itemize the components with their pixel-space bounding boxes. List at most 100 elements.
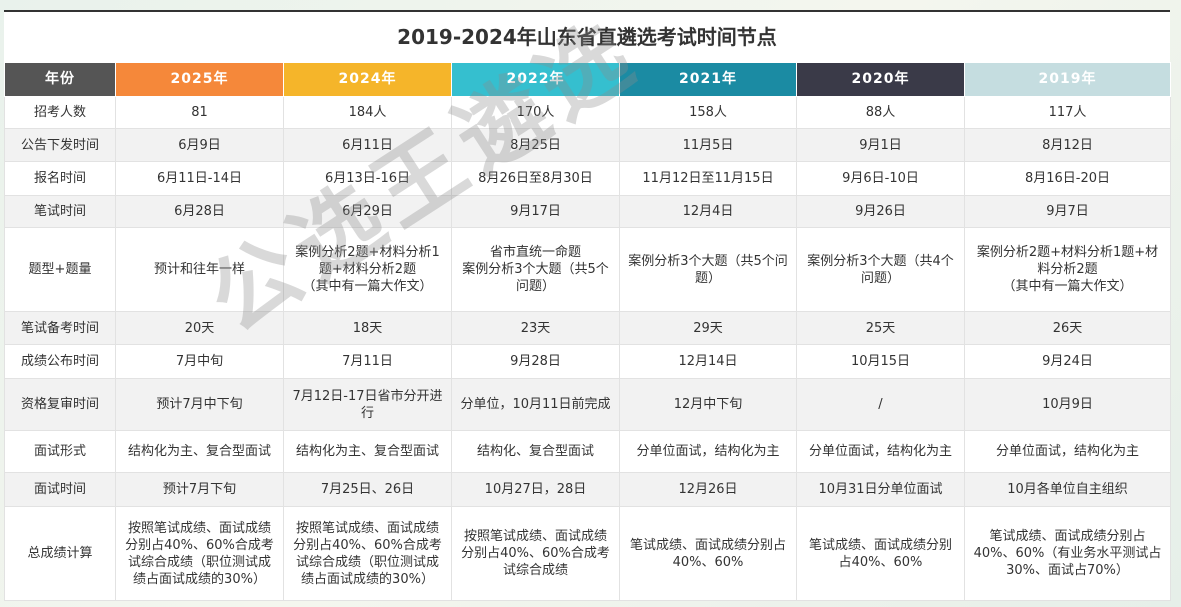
table-cell: 6月11日-14日 — [115, 161, 284, 196]
table-cell: 案例分析2题+材料分析1题+材料分析2题 （其中有一篇大作文） — [964, 227, 1171, 312]
table-row: 笔试时间 6月28日 6月29日 9月17日 12月4日 9月26日 9月7日 — [4, 195, 1171, 228]
table-cell: 23天 — [451, 311, 620, 345]
header-cell: 年份 — [4, 62, 116, 97]
row-label: 笔试时间 — [4, 195, 116, 228]
table-cell: 笔试成绩、面试成绩分别占40%、60% — [619, 506, 797, 601]
table-cell: 按照笔试成绩、面试成绩分别占40%、60%合成考试综合成绩（职位测试成绩占面试成… — [283, 506, 452, 601]
table-row: 公告下发时间 6月9日 6月11日 8月25日 11月5日 9月1日 8月12日 — [4, 128, 1171, 162]
table-cell: 81 — [115, 96, 284, 129]
table-cell: 184人 — [283, 96, 452, 129]
table-cell: 12月26日 — [619, 472, 797, 507]
header-cell: 2021年 — [619, 62, 797, 97]
table-cell: 6月13日-16日 — [283, 161, 452, 196]
table-row: 笔试备考时间 20天 18天 23天 29天 25天 26天 — [4, 311, 1171, 345]
row-label: 报名时间 — [4, 161, 116, 196]
row-label: 招考人数 — [4, 96, 116, 129]
table-cell: 10月9日 — [964, 378, 1171, 431]
table-cell: 9月7日 — [964, 195, 1171, 228]
table-cell: 分单位面试，结构化为主 — [964, 430, 1171, 473]
table-cell: 9月28日 — [451, 344, 620, 379]
table-cell: 9月17日 — [451, 195, 620, 228]
table-cell: 20天 — [115, 311, 284, 345]
row-label: 资格复审时间 — [4, 378, 116, 431]
table-cell: 6月29日 — [283, 195, 452, 228]
table-cell: 8月12日 — [964, 128, 1171, 162]
table-cell: 预计7月下旬 — [115, 472, 284, 507]
header-row: 年份 2025年 2024年 2022年 2021年 2020年 2019年 — [4, 62, 1171, 97]
table-cell: 笔试成绩、面试成绩分别占40%、60% — [796, 506, 965, 601]
table-cell: 10月31日分单位面试 — [796, 472, 965, 507]
row-label: 题型+题量 — [4, 227, 116, 312]
table-cell: 12月4日 — [619, 195, 797, 228]
row-label: 公告下发时间 — [4, 128, 116, 162]
row-label: 面试时间 — [4, 472, 116, 507]
header-cell: 2019年 — [964, 62, 1171, 97]
table-cell: 7月11日 — [283, 344, 452, 379]
table-cell: 10月15日 — [796, 344, 965, 379]
row-label: 总成绩计算 — [4, 506, 116, 601]
table-cell: 分单位面试，结构化为主 — [619, 430, 797, 473]
table-cell: 18天 — [283, 311, 452, 345]
table-cell: 88人 — [796, 96, 965, 129]
table-cell: 6月28日 — [115, 195, 284, 228]
table-cell: 158人 — [619, 96, 797, 129]
table-cell: 案例分析3个大题（共4个问题） — [796, 227, 965, 312]
row-label: 成绩公布时间 — [4, 344, 116, 379]
table-cell: 26天 — [964, 311, 1171, 345]
table-cell: 9月1日 — [796, 128, 965, 162]
table-cell: 9月26日 — [796, 195, 965, 228]
table-row: 成绩公布时间 7月中旬 7月11日 9月28日 12月14日 10月15日 9月24日 — [4, 344, 1171, 379]
row-label: 面试形式 — [4, 430, 116, 473]
table-title: 2019-2024年山东省直遴选考试时间节点 — [397, 25, 777, 49]
table-cell: 12月14日 — [619, 344, 797, 379]
table-cell: / — [796, 378, 965, 431]
table-cell: 7月12日-17日省市分开进行 — [283, 378, 452, 431]
header-cell: 2024年 — [283, 62, 452, 97]
table-cell: 11月5日 — [619, 128, 797, 162]
table-cell: 预计和往年一样 — [115, 227, 284, 312]
table-cell: 10月27日，28日 — [451, 472, 620, 507]
header-cell: 2025年 — [115, 62, 284, 97]
table-cell: 按照笔试成绩、面试成绩分别占40%、60%合成考试综合成绩 — [451, 506, 620, 601]
table-cell: 9月6日-10日 — [796, 161, 965, 196]
table-row: 报名时间 6月11日-14日 6月13日-16日 8月26日至8月30日 11月12日至… — [4, 161, 1171, 196]
header-cell: 2020年 — [796, 62, 965, 97]
table-cell: 11月12日至11月15日 — [619, 161, 797, 196]
table-row: 题型+题量 预计和往年一样 案例分析2题+材料分析1题+材料分析2题 （其中有一篇大… — [4, 227, 1171, 312]
table-cell: 6月9日 — [115, 128, 284, 162]
table-row: 面试时间 预计7月下旬 7月25日、26日 10月27日，28日 12月26日 10月31… — [4, 472, 1171, 507]
table-cell: 笔试成绩、面试成绩分别占40%、60%（有业务水平测试占30%、面试占70%） — [964, 506, 1171, 601]
table-cell: 10月各单位自主组织 — [964, 472, 1171, 507]
table-cell: 案例分析3个大题（共5个问题） — [619, 227, 797, 312]
table-cell: 12月中下旬 — [619, 378, 797, 431]
table-row: 资格复审时间 预计7月中下旬 7月12日-17日省市分开进行 分单位，10月11日前完… — [4, 378, 1171, 431]
table-cell: 结构化为主、复合型面试 — [115, 430, 284, 473]
schedule-table: 年份 2025年 2024年 2022年 2021年 2020年 2019年 招考人数 81 1… — [4, 62, 1171, 601]
table-row: 面试形式 结构化为主、复合型面试 结构化为主、复合型面试 结构化、复合型面试 分单位面试… — [4, 430, 1171, 473]
table-cell: 分单位面试，结构化为主 — [796, 430, 965, 473]
table-row: 总成绩计算 按照笔试成绩、面试成绩分别占40%、60%合成考试综合成绩（职位测试成… — [4, 506, 1171, 601]
table-cell: 8月16日-20日 — [964, 161, 1171, 196]
table-row: 招考人数 81 184人 170人 158人 88人 117人 — [4, 96, 1171, 129]
table-cell: 结构化为主、复合型面试 — [283, 430, 452, 473]
header-cell: 2022年 — [451, 62, 620, 97]
table-cell: 170人 — [451, 96, 620, 129]
table-cell: 117人 — [964, 96, 1171, 129]
table-cell: 8月26日至8月30日 — [451, 161, 620, 196]
table-cell: 9月24日 — [964, 344, 1171, 379]
table-cell: 29天 — [619, 311, 797, 345]
table-cell: 按照笔试成绩、面试成绩分别占40%、60%合成考试综合成绩（职位测试成绩占面试成… — [115, 506, 284, 601]
table-cell: 25天 — [796, 311, 965, 345]
table-cell: 7月25日、26日 — [283, 472, 452, 507]
table-cell: 分单位，10月11日前完成 — [451, 378, 620, 431]
table-cell: 6月11日 — [283, 128, 452, 162]
row-label: 笔试备考时间 — [4, 311, 116, 345]
table-cell: 案例分析2题+材料分析1题+材料分析2题 （其中有一篇大作文） — [283, 227, 452, 312]
table-cell: 省市直统一命题 案例分析3个大题（共5个问题） — [451, 227, 620, 312]
table-cell: 7月中旬 — [115, 344, 284, 379]
table-cell: 预计7月中下旬 — [115, 378, 284, 431]
table-cell: 8月25日 — [451, 128, 620, 162]
table-cell: 结构化、复合型面试 — [451, 430, 620, 473]
table-container: 2019-2024年山东省直遴选考试时间节点 年份 2025年 2024年 2022年… — [4, 10, 1171, 601]
